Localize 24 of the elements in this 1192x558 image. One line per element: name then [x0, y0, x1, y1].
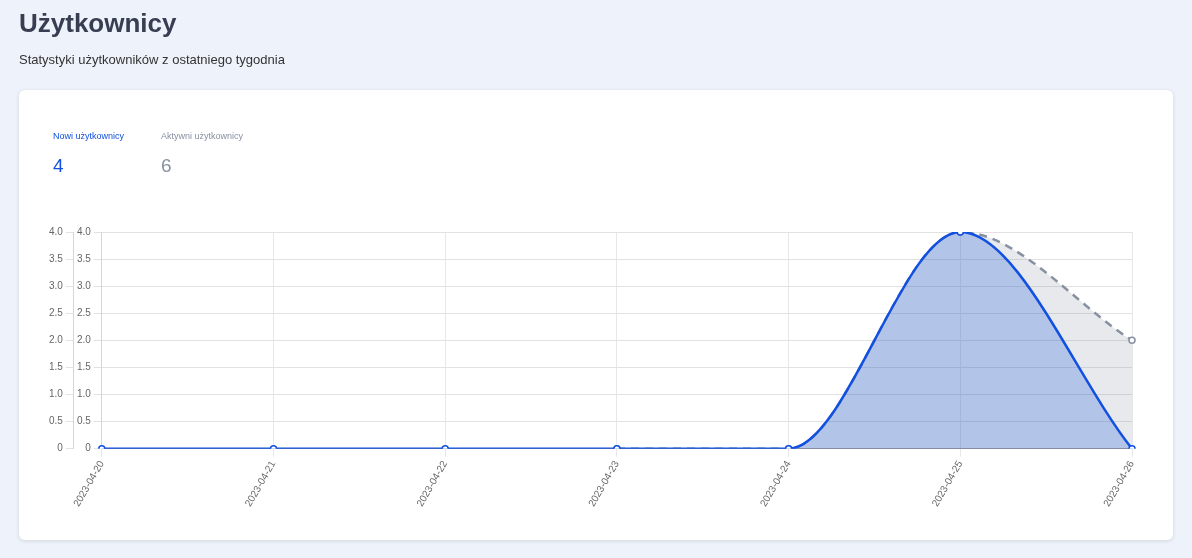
y2-tick-label: 0.5 [76, 415, 92, 427]
y-tick-label: 3.5 [49, 252, 64, 264]
y2-tick-label: 1.5 [76, 361, 92, 373]
y2-tick-label: 3.0 [76, 279, 92, 291]
y2-tick-label: 1.0 [76, 388, 92, 400]
text: Nowi użytkownicy [53, 131, 126, 142]
chart-title: Użytkownicy [19, 8, 177, 39]
y2-tick-label: 0 [85, 442, 92, 454]
y-tick-label: 4.0 [49, 225, 64, 237]
y-tick-label: 2.5 [49, 307, 64, 319]
y-tick-label: 3.0 [49, 279, 64, 291]
y2-tick-label: 2.0 [76, 334, 92, 346]
y-tick-label: 0.5 [49, 415, 64, 427]
y-tick-label: 0 [57, 442, 64, 454]
y-tick-label: 1.0 [49, 388, 64, 400]
text: 4 [53, 155, 65, 177]
y-tick-label: 1.5 [49, 361, 64, 373]
y2-tick-label: 3.5 [76, 252, 92, 264]
text: 6 [161, 155, 173, 177]
y2-tick-label: 2.5 [76, 307, 92, 319]
y-tick-label: 2.0 [49, 334, 64, 346]
text: Aktywni użytkownicy [161, 131, 245, 142]
chart-subtitle: Statystyki użytkowników z ostatniego tygodnia [19, 52, 285, 67]
y2-tick-label: 4.0 [76, 225, 92, 237]
